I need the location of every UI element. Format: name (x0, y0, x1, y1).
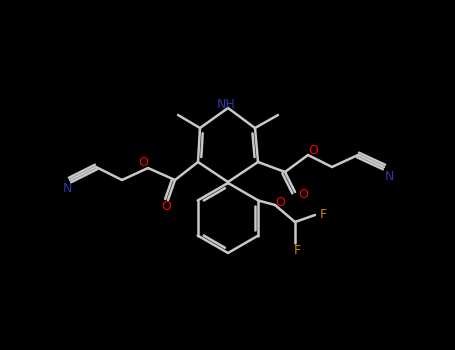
Text: F: F (293, 245, 301, 258)
Text: O: O (308, 144, 318, 156)
Text: N: N (384, 169, 394, 182)
Text: NH: NH (217, 98, 235, 112)
Text: O: O (138, 156, 148, 169)
Text: O: O (298, 189, 308, 202)
Text: O: O (161, 201, 171, 214)
Text: O: O (275, 196, 285, 209)
Text: N: N (62, 182, 72, 196)
Text: F: F (319, 209, 327, 222)
